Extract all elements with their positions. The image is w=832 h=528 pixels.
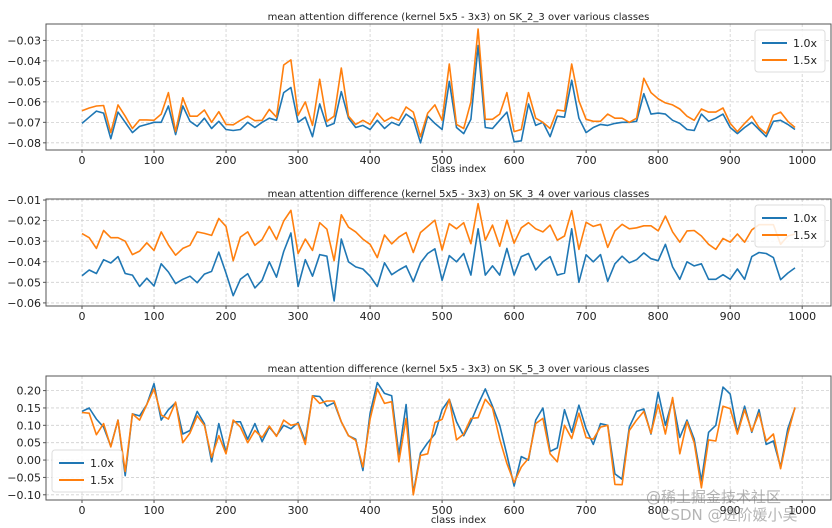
x-tick-label: 1000 xyxy=(788,504,816,517)
x-tick-label: 700 xyxy=(576,154,597,167)
x-tick-label: 600 xyxy=(504,504,525,517)
x-tick-label: 400 xyxy=(360,504,381,517)
chart-panel-3: 0 100 200 300 400 500 600 700 800 900 1000 −0.10 −0.… xyxy=(7,364,832,526)
x-tick-label: 0 xyxy=(79,504,86,517)
legend-box xyxy=(754,29,826,73)
legend-label: 1.0x xyxy=(90,457,114,470)
plot-frame xyxy=(45,23,832,151)
x-tick-label: 600 xyxy=(504,310,525,323)
y-tick-label: −0.06 xyxy=(7,297,41,310)
x-tick-label: 700 xyxy=(576,504,597,517)
y-tick-label: 0.05 xyxy=(17,437,42,450)
x-tick-label: 300 xyxy=(288,154,309,167)
legend-label: 1.0x xyxy=(793,212,817,225)
x-tick-label: 900 xyxy=(720,310,741,323)
y-tick-label: −0.05 xyxy=(7,75,41,88)
x-tick-label: 0 xyxy=(79,310,86,323)
x-tick-label: 0 xyxy=(79,154,86,167)
y-tick-label: −0.04 xyxy=(7,55,41,68)
y-tick-label: 0.10 xyxy=(17,419,42,432)
x-tick-label: 100 xyxy=(144,310,165,323)
legend-label: 1.5x xyxy=(793,54,817,67)
y-tick-label: 0.15 xyxy=(17,402,42,415)
y-tick-label: −0.08 xyxy=(7,137,41,150)
y-tick-label: −0.01 xyxy=(7,194,41,207)
x-tick-label: 200 xyxy=(216,154,237,167)
y-tick-label: 0.20 xyxy=(17,385,42,398)
y-tick-label: −0.02 xyxy=(7,215,41,228)
series-line-1_5x xyxy=(81,28,796,138)
series-line-1_5x xyxy=(81,388,796,496)
x-tick-label: 100 xyxy=(144,504,165,517)
y-tick-label: −0.03 xyxy=(7,34,41,47)
x-tick-label: 200 xyxy=(216,310,237,323)
series-line-1_0x xyxy=(81,381,796,494)
chart-panel-2: 0 100 200 300 400 500 600 700 800 900 1000 −0.06 −0.… xyxy=(7,189,832,323)
x-tick-label: 500 xyxy=(432,504,453,517)
plot-frame xyxy=(45,198,832,307)
x-axis-label: class index xyxy=(431,515,486,526)
x-axis-label: class index xyxy=(431,164,486,175)
legend-label: 1.5x xyxy=(90,474,114,487)
series-line-1_5x xyxy=(81,202,796,262)
legend-label: 1.5x xyxy=(793,229,817,242)
x-tick-label: 800 xyxy=(648,154,669,167)
x-tick-label: 300 xyxy=(288,310,309,323)
x-tick-label: 300 xyxy=(288,504,309,517)
x-tick-label: 500 xyxy=(432,154,453,167)
legend-label: 1.0x xyxy=(793,37,817,50)
x-tick-label: 200 xyxy=(216,504,237,517)
x-tick-label: 800 xyxy=(648,504,669,517)
series-line-1_0x xyxy=(81,44,796,144)
y-tick-label: −0.10 xyxy=(7,489,41,502)
x-tick-label: 1000 xyxy=(788,310,816,323)
x-tick-label: 400 xyxy=(360,310,381,323)
x-tick-label: 600 xyxy=(504,154,525,167)
watermark-line1: @稀土掘金技术社区 xyxy=(646,488,782,506)
chart-panel-1: 0 100 200 300 400 500 600 700 800 900 1000 −0.08 −0.… xyxy=(7,12,832,175)
legend: 1.0x 1.5x xyxy=(51,449,123,493)
chart-title: mean attention difference (kernel 5x5 - … xyxy=(268,189,650,200)
legend-box xyxy=(754,204,826,248)
x-tick-label: 700 xyxy=(576,310,597,323)
x-tick-label: 100 xyxy=(144,154,165,167)
x-tick-label: 800 xyxy=(648,310,669,323)
y-tick-label: −0.04 xyxy=(7,256,41,269)
chart-title: mean attention difference (kernel 5x5 - … xyxy=(268,12,650,23)
x-tick-label: 900 xyxy=(720,154,741,167)
y-tick-label: 0.00 xyxy=(17,454,42,467)
watermark-line2: CSDN @进阶媛小吴 xyxy=(660,506,798,524)
legend-box xyxy=(51,449,123,493)
plot-frame xyxy=(45,375,832,501)
y-tick-label: −0.05 xyxy=(7,471,41,484)
y-tick-label: −0.06 xyxy=(7,96,41,109)
x-tick-label: 400 xyxy=(360,154,381,167)
y-tick-label: −0.07 xyxy=(7,116,41,129)
x-tick-label: 1000 xyxy=(788,154,816,167)
chart-title: mean attention difference (kernel 5x5 - … xyxy=(268,364,650,375)
y-tick-label: −0.05 xyxy=(7,276,41,289)
legend: 1.0x 1.5x xyxy=(754,204,826,248)
x-tick-label: 500 xyxy=(432,310,453,323)
series-line-1_0x xyxy=(81,228,796,302)
x-tick-label: 900 xyxy=(720,504,741,517)
legend: 1.0x 1.5x xyxy=(754,29,826,73)
y-tick-label: −0.03 xyxy=(7,235,41,248)
